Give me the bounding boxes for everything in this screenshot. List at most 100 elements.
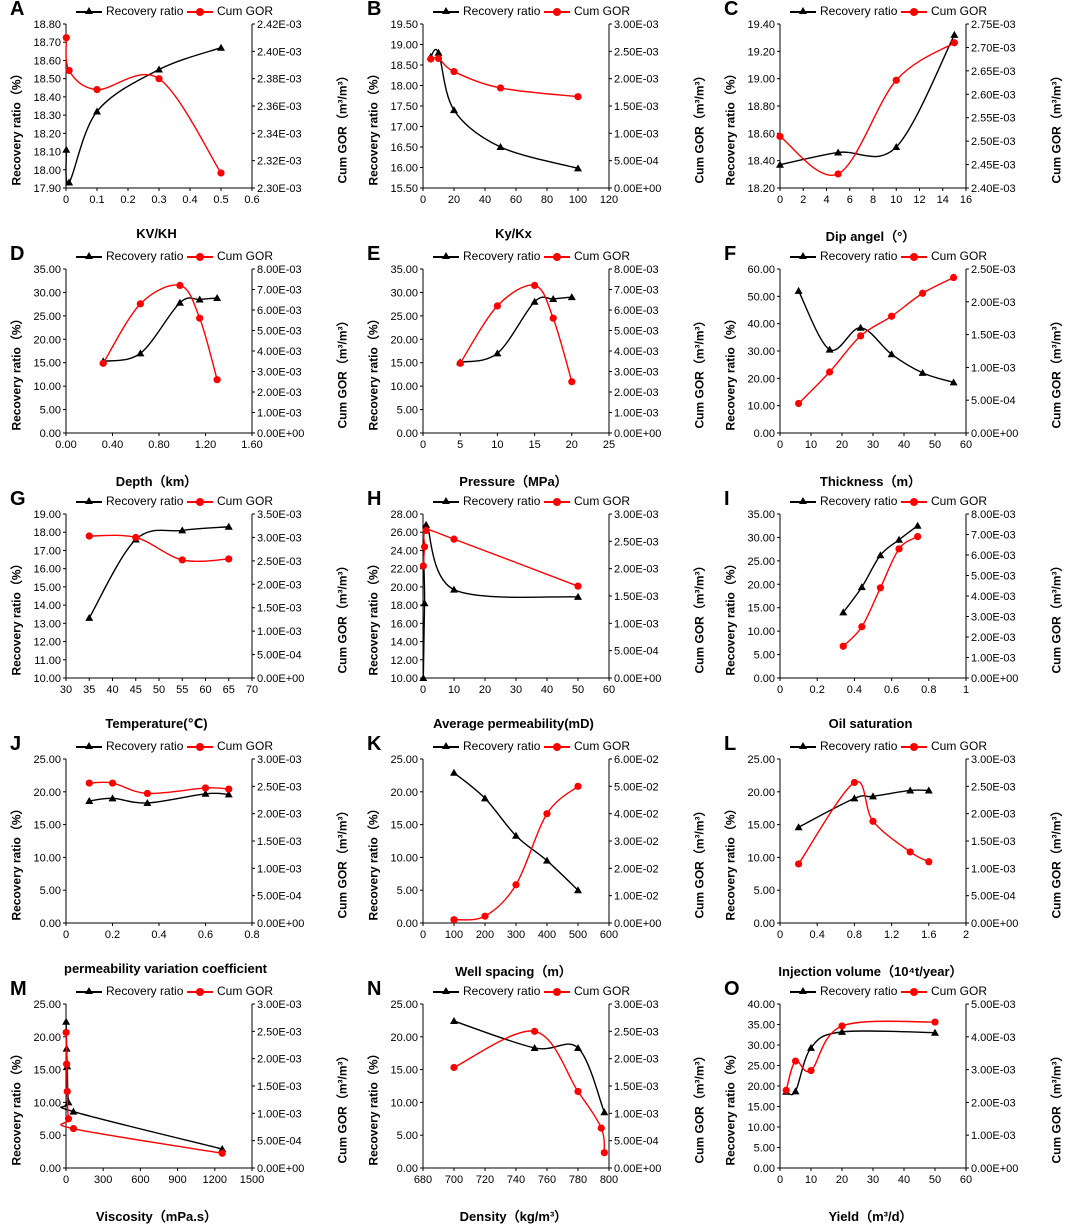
chart-svg: 0.00 5.00 10.00 15.00 20.00 25.00 30.00 35.00 0.…	[390, 264, 661, 451]
y-tick-label-left: 10.00	[390, 1097, 418, 1109]
recovery-ratio-point	[420, 599, 429, 607]
y-tick-label-left: 0.00	[754, 1163, 775, 1175]
chart-svg: 10.00 12.00 14.00 16.00 18.00 20.00 22.00 24.00…	[390, 509, 661, 696]
cum-gor-point	[63, 1087, 71, 1096]
x-axis-title: Ky/Kx	[495, 226, 532, 241]
y-tick-label-right: 2.00E-03	[257, 809, 302, 821]
y-tick-label-left: 25.00	[390, 999, 418, 1011]
cum-gor-point	[826, 368, 834, 376]
y-tick-label-left: 5.00	[397, 1130, 418, 1142]
x-axis-title: Injection volume（10⁴t/year）	[778, 964, 963, 979]
y-tick-label-right: 2.50E-03	[614, 1026, 659, 1038]
x-axis-title: Temperature(℃)	[105, 716, 208, 731]
recovery-ratio-point	[65, 178, 74, 186]
x-tick-label: 50	[929, 439, 941, 451]
y-tick-label-left: 10.00	[33, 852, 61, 864]
panel-letter: M	[10, 978, 27, 1000]
cum-gor-point	[857, 332, 865, 340]
y-tick-label-right: 2.00E-03	[257, 1054, 302, 1066]
legend-label: Recovery ratio	[463, 4, 541, 18]
cum-gor-point	[950, 39, 958, 47]
legend-triangle-marker	[790, 6, 816, 14]
y-tick-label-right: 4.00E-02	[614, 809, 659, 821]
y-tick-label-left: 5.00	[397, 405, 418, 417]
panel-letter: D	[10, 243, 25, 265]
panel-letter: C	[724, 0, 739, 20]
recovery-ratio-point	[530, 1043, 539, 1051]
recovery-ratio-point	[201, 789, 210, 797]
cum-gor-point	[531, 281, 539, 289]
x-tick-label: 0.2	[105, 929, 120, 941]
legend-label: Recovery ratio	[820, 984, 898, 998]
legend-recovery: Recovery ratio	[790, 984, 897, 998]
cum-gor-point	[456, 359, 464, 367]
y-tick-label-left: 28.00	[390, 509, 418, 521]
legend-recovery: Recovery ratio	[433, 249, 540, 263]
recovery-ratio-point	[450, 1017, 458, 1025]
x-tick-label: 20	[836, 439, 848, 451]
legend-recovery: Recovery ratio	[790, 739, 897, 753]
legend-label: Recovery ratio	[463, 494, 541, 508]
y-tick-label-left: 0.00	[40, 1163, 61, 1175]
y-tick-label-right: 8.00E-03	[257, 264, 302, 276]
recovery-ratio-point	[913, 521, 922, 529]
y-tick-label-right: 0.00E+00	[257, 1163, 304, 1175]
cum-gor-line	[422, 529, 579, 587]
y-tick-label-left: 15.00	[747, 820, 775, 832]
recovery-ratio-point	[195, 295, 204, 303]
x-tick-label: 0.8	[847, 929, 862, 941]
x-axis-title: Oil saturation	[828, 716, 913, 731]
x-tick-label: 780	[569, 1174, 587, 1186]
y-tick-label-right: 2.00E-03	[971, 632, 1016, 644]
y-tick-label-right: 2.40E-03	[971, 183, 1016, 195]
y-tick-label-right: 2.50E-03	[257, 1026, 302, 1038]
legend-label: Recovery ratio	[820, 739, 898, 753]
recovery-ratio-point	[574, 164, 582, 172]
y-tick-label-right: 2.00E-03	[614, 387, 659, 399]
y-tick-label-left: 18.80	[747, 101, 775, 113]
x-tick-label: 20	[566, 439, 578, 451]
y-tick-label-left: 18.00	[390, 600, 418, 612]
y-tick-label-right: 1.50E-03	[971, 836, 1016, 848]
cum-gor-point	[225, 555, 233, 563]
x-tick-label: 0.3	[151, 194, 166, 206]
x-tick-label: 740	[507, 1174, 525, 1186]
x-tick-label: 55	[176, 684, 188, 696]
x-tick-label: 0	[420, 684, 426, 696]
y-tick-label-right: 4.00E-03	[971, 591, 1016, 603]
y-tick-label-right: 1.50E-03	[614, 591, 659, 603]
x-tick-label: 10	[491, 439, 503, 451]
y-tick-label-left: 25.00	[390, 311, 418, 323]
y-tick-label-left: 19.00	[33, 509, 61, 521]
y-tick-label-right: 0.00E+00	[971, 673, 1018, 685]
recovery-ratio-point	[213, 294, 222, 302]
recovery-ratio-line	[842, 525, 919, 613]
panel-letter: B	[367, 0, 382, 20]
x-tick-label: 60	[603, 684, 615, 696]
y-tick-label-right: 1.50E-03	[257, 603, 302, 615]
legend-label: Recovery ratio	[106, 249, 184, 263]
legend-triangle-marker	[433, 986, 459, 994]
cum-gor-point	[892, 76, 900, 84]
cum-gor-point	[838, 1022, 846, 1030]
y-tick-label-left: 30.00	[747, 346, 775, 358]
y-tick-label-left: 17.00	[390, 122, 418, 134]
x-axis-title: Dip angel（°）	[825, 229, 916, 244]
y-tick-label-right: 5.00E-02	[614, 781, 659, 793]
y-tick-label-right: 5.00E-04	[257, 1136, 302, 1148]
y-tick-label-right: 6.00E-03	[614, 305, 659, 317]
y-tick-label-right: 1.00E-02	[614, 891, 659, 903]
cum-gor-point	[108, 779, 117, 787]
y-tick-label-right: 2.50E-03	[971, 136, 1016, 148]
y-tick-label-right: 2.50E-03	[257, 556, 302, 568]
x-tick-label: 15	[528, 439, 540, 451]
legend-recovery: Recovery ratio	[76, 739, 183, 753]
cum-gor-point	[217, 169, 225, 177]
y-tick-label-right: 3.00E-03	[971, 1065, 1016, 1077]
cum-gor-point	[834, 170, 842, 178]
legend-gor: Cum GOR	[544, 739, 630, 753]
cum-gor-line	[89, 534, 229, 563]
y-tick-label-right: 1.50E-03	[614, 101, 659, 113]
x-tick-label: 40	[106, 684, 118, 696]
chart-svg: 0.00 10.00 20.00 30.00 40.00 50.00 60.00 0.00E+…	[747, 264, 1018, 451]
